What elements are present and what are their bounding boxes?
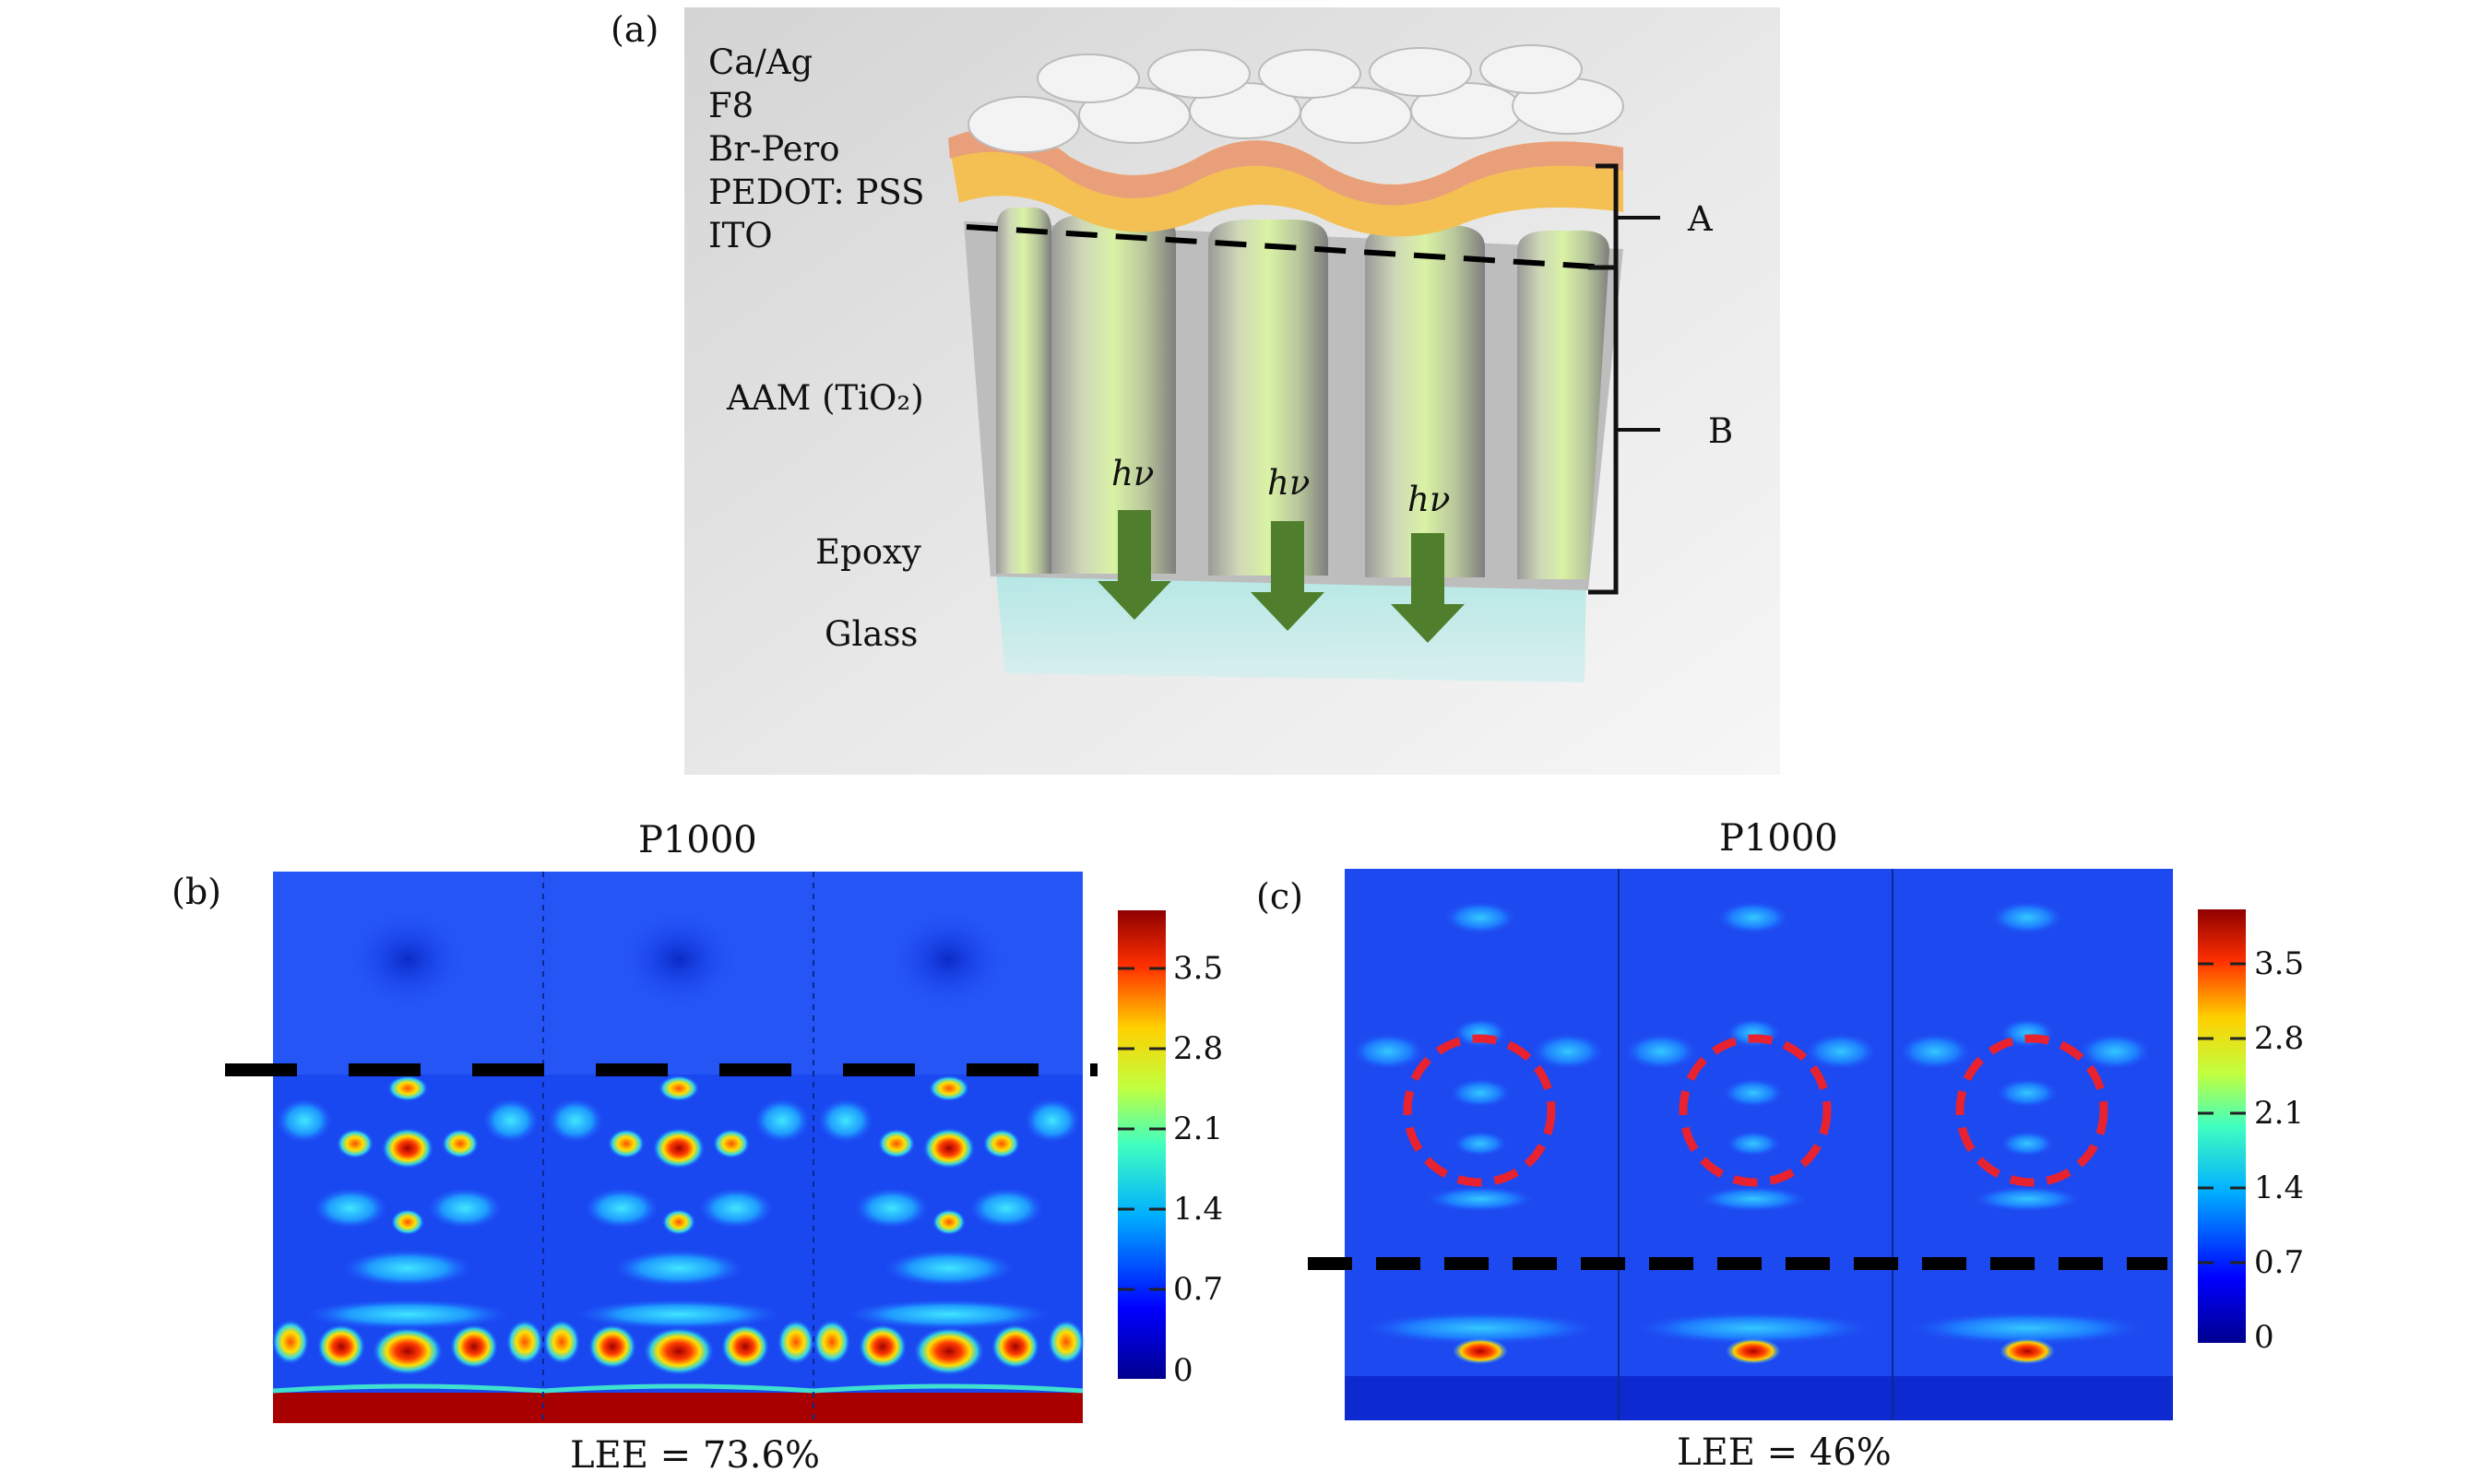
glass-label: Glass: [825, 614, 919, 654]
panel-c-label: (c): [1256, 876, 1303, 917]
panel-b-hotspots: [272, 1075, 1085, 1375]
layer-label-f8: F8: [708, 86, 754, 125]
panel-c-markers: [1403, 1034, 2108, 1187]
panel-c-title: P1000: [1719, 817, 1838, 860]
panel-b-tick-0-7: 0.7: [1173, 1271, 1224, 1308]
panel-c-lee: LEE = 46%: [1677, 1431, 1892, 1474]
panel-a-label: (a): [611, 9, 659, 50]
panel-c-tick-3-5: 3.5: [2254, 945, 2305, 982]
panel-b-tick-2-1: 2.1: [1173, 1110, 1224, 1147]
panel-b-tick-3-5: 3.5: [1173, 950, 1224, 987]
panel-c-tick-2-8: 2.8: [2254, 1020, 2305, 1057]
photon-label-1: hν: [1111, 454, 1155, 493]
panel-c-pattern: [1351, 901, 2152, 1364]
photon-label-3: hν: [1407, 480, 1451, 519]
panel-b-colorbar: [1118, 910, 1166, 1379]
panel-b-tick-1-4: 1.4: [1173, 1191, 1224, 1228]
panel-c-tick-0-7: 0.7: [2254, 1244, 2305, 1281]
panel-c-colorbar: [2198, 909, 2246, 1343]
photon-arrows: [1098, 510, 1465, 643]
panel-b-tick-2-8: 2.8: [1173, 1030, 1224, 1067]
photon-label-2: hν: [1267, 463, 1311, 503]
aam-rods: [996, 208, 1609, 579]
aam-label: AAM (TiO₂): [727, 378, 924, 418]
layer-label-ca-ag: Ca/Ag: [708, 42, 813, 82]
panel-b-label: (b): [172, 872, 221, 912]
bracket-a-label: A: [1688, 199, 1713, 239]
panel-c-tick-0: 0: [2254, 1319, 2274, 1356]
panel-b-lee: LEE = 73.6%: [570, 1434, 820, 1477]
panel-b-title: P1000: [638, 819, 757, 861]
bracket-b-label: B: [1708, 411, 1734, 451]
layer-label-pedot: PEDOT: PSS: [708, 172, 925, 212]
panel-b-tick-0: 0: [1173, 1352, 1193, 1389]
panel-c-tick-1-4: 1.4: [2254, 1169, 2305, 1206]
layer-label-br-pero: Br-Pero: [708, 129, 840, 169]
panel-c-tick-2-1: 2.1: [2254, 1095, 2305, 1132]
layer-labels: Ca/Ag F8 Br-Pero PEDOT: PSS ITO: [708, 41, 924, 257]
layer-label-ito: ITO: [708, 216, 773, 255]
epoxy-label: Epoxy: [815, 532, 921, 572]
